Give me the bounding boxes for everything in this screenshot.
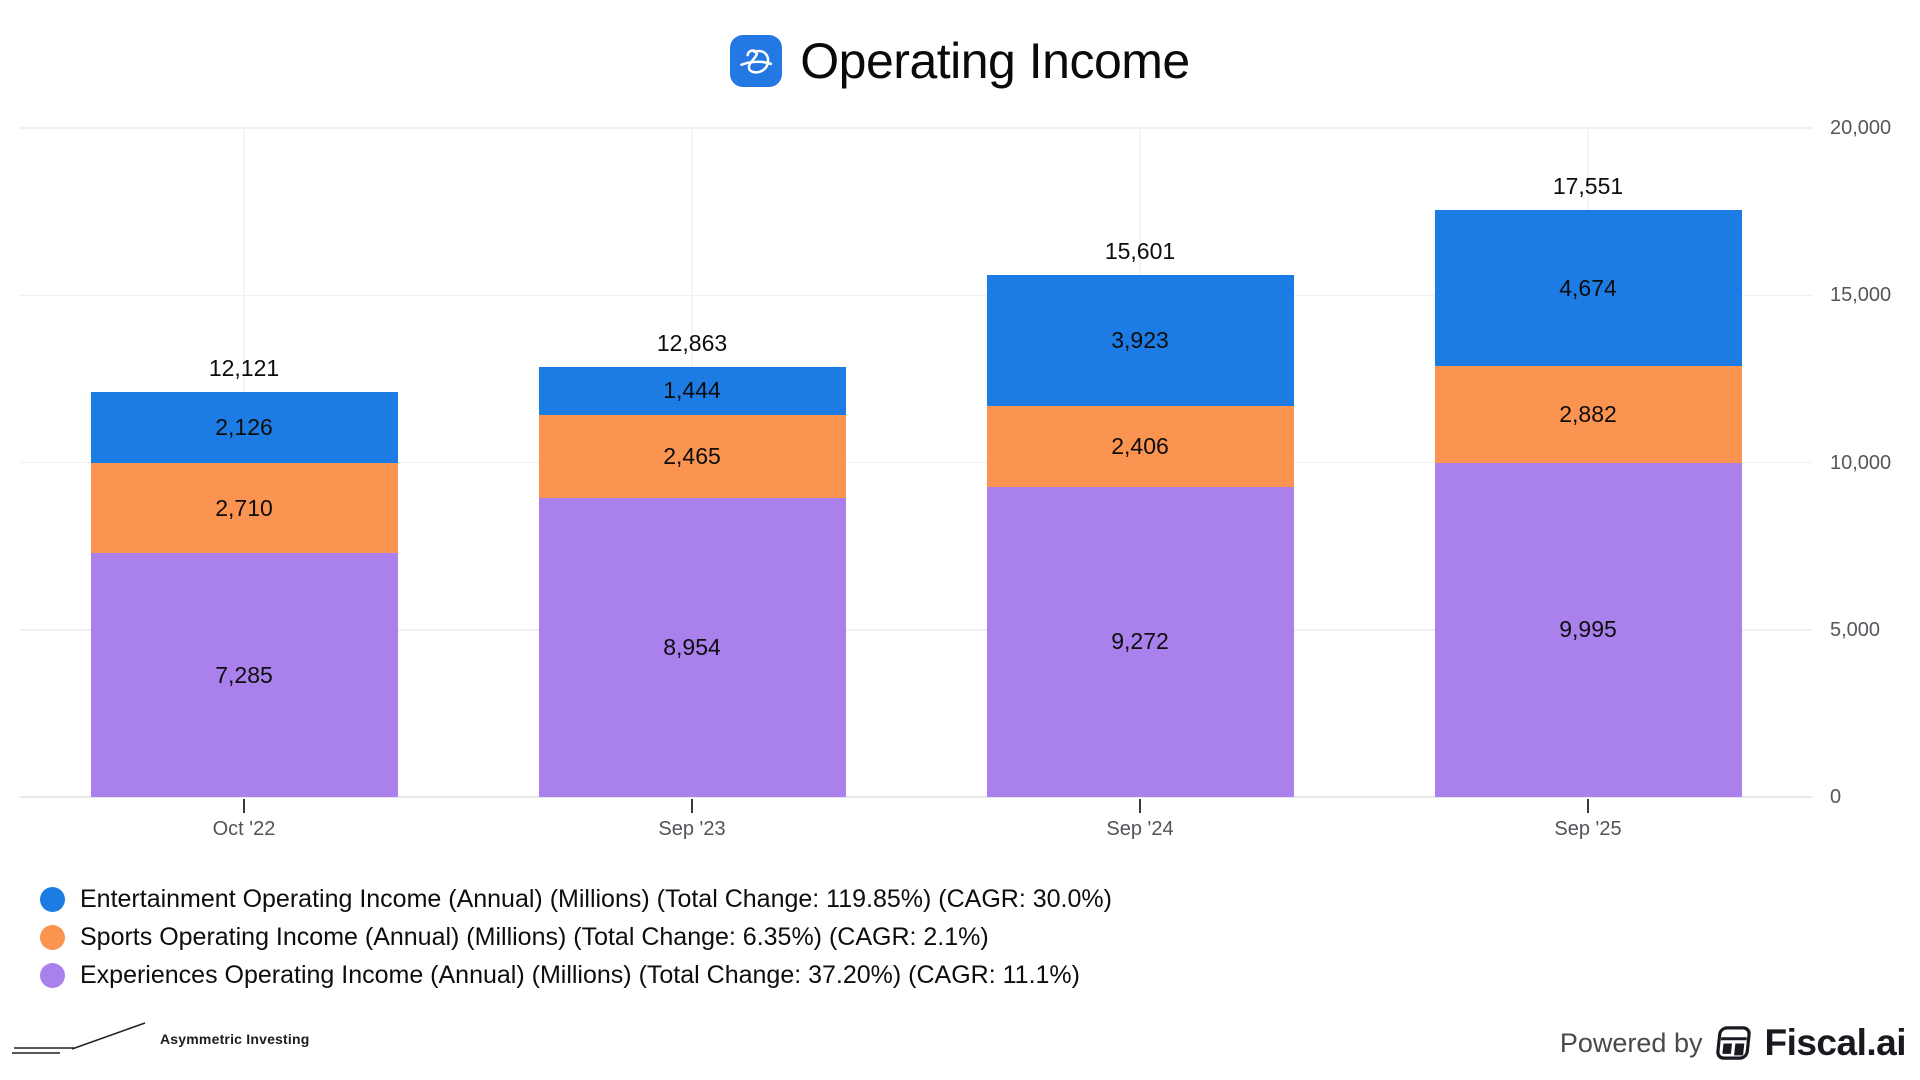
segment-value-label: 8,954 bbox=[663, 633, 721, 660]
segment-value-label: 3,923 bbox=[1111, 327, 1169, 354]
x-axis-label: Oct '22 bbox=[212, 818, 276, 840]
y-axis-tick-label: 15,000 bbox=[1830, 284, 1892, 307]
x-axis-label: Sep '25 bbox=[1554, 818, 1622, 840]
bar-segment-sports[interactable]: 2,465 bbox=[538, 415, 846, 498]
x-axis-line bbox=[20, 796, 1812, 798]
bar-group: 3,923 2,406 9,272 bbox=[986, 275, 1294, 797]
x-axis-tick bbox=[691, 799, 693, 813]
segment-value-label: 2,406 bbox=[1111, 433, 1169, 460]
y-axis-tick-label: 5,000 bbox=[1830, 618, 1881, 641]
legend-item-experiences[interactable]: Experiences Operating Income (Annual) (M… bbox=[40, 956, 1112, 994]
bar-segment-experiences[interactable]: 9,995 bbox=[1434, 462, 1742, 797]
chart-header: Operating Income bbox=[0, 18, 1920, 104]
legend-swatch-icon bbox=[40, 962, 65, 988]
bar-segment-experiences[interactable]: 7,285 bbox=[90, 553, 398, 797]
y-axis-tick-label: 10,000 bbox=[1830, 451, 1892, 474]
bar-segment-sports[interactable]: 2,406 bbox=[986, 406, 1294, 487]
legend-label: Experiences Operating Income (Annual) (M… bbox=[80, 960, 1080, 989]
legend-label: Sports Operating Income (Annual) (Millio… bbox=[80, 922, 989, 951]
disney-logo-icon bbox=[730, 35, 783, 87]
bar-total-label: 12,863 bbox=[656, 329, 728, 356]
bar-segment-experiences[interactable]: 8,954 bbox=[538, 497, 846, 797]
y-axis-tick-label: 20,000 bbox=[1830, 117, 1892, 139]
segment-value-label: 7,285 bbox=[215, 661, 273, 688]
bar-segment-entertainment[interactable]: 1,444 bbox=[538, 366, 846, 415]
horizontal-gridline bbox=[20, 629, 1812, 631]
bar-group: 4,674 2,882 9,995 bbox=[1434, 209, 1742, 797]
legend-swatch-icon bbox=[40, 924, 65, 950]
asymmetric-investing-logo-icon bbox=[12, 1022, 146, 1054]
segment-value-label: 2,465 bbox=[663, 442, 721, 469]
asymmetric-investing-brand: Asymmetric Investing bbox=[12, 1018, 310, 1060]
bar-total-label: 12,121 bbox=[208, 354, 280, 381]
segment-value-label: 4,674 bbox=[1559, 274, 1617, 301]
chart-legend: Entertainment Operating Income (Annual) … bbox=[40, 880, 1112, 994]
bar-segment-sports[interactable]: 2,882 bbox=[1434, 366, 1742, 463]
y-axis-tick-label: 0 bbox=[1830, 786, 1842, 808]
bar-segment-experiences[interactable]: 9,272 bbox=[986, 486, 1294, 797]
x-axis-tick bbox=[1587, 799, 1589, 813]
fiscal-ai-logo-icon bbox=[1716, 1026, 1752, 1060]
legend-label: Entertainment Operating Income (Annual) … bbox=[80, 884, 1112, 913]
x-axis-label: Sep '23 bbox=[658, 818, 726, 840]
segment-value-label: 2,882 bbox=[1559, 400, 1617, 427]
powered-by-fiscal: Powered by Fiscal.ai bbox=[1559, 1022, 1907, 1064]
bar-segment-entertainment[interactable]: 4,674 bbox=[1434, 209, 1742, 367]
page-title: Operating Income bbox=[800, 33, 1190, 89]
segment-value-label: 9,272 bbox=[1111, 628, 1169, 655]
bar-segment-entertainment[interactable]: 3,923 bbox=[986, 275, 1294, 407]
segment-value-label: 9,995 bbox=[1559, 616, 1617, 643]
x-axis-tick bbox=[243, 799, 245, 813]
segment-value-label: 1,444 bbox=[663, 377, 721, 404]
horizontal-gridline bbox=[20, 294, 1812, 296]
bar-segment-entertainment[interactable]: 2,126 bbox=[90, 391, 398, 463]
fiscal-ai-label[interactable]: Fiscal.ai bbox=[1764, 1022, 1906, 1063]
asymmetric-investing-label: Asymmetric Investing bbox=[160, 1031, 310, 1047]
horizontal-gridline bbox=[20, 461, 1812, 464]
segment-value-label: 2,710 bbox=[215, 494, 273, 521]
segment-value-label: 2,126 bbox=[215, 413, 273, 440]
horizontal-gridline bbox=[20, 127, 1812, 129]
bar-group: 1,444 2,465 8,954 bbox=[538, 366, 846, 797]
x-axis-label: Sep '24 bbox=[1106, 818, 1174, 840]
bar-group: 2,126 2,710 7,285 bbox=[90, 391, 398, 797]
legend-item-sports[interactable]: Sports Operating Income (Annual) (Millio… bbox=[40, 918, 1112, 956]
legend-swatch-icon bbox=[40, 886, 65, 912]
bar-total-label: 17,551 bbox=[1552, 172, 1624, 199]
powered-by-label: Powered by bbox=[1559, 1027, 1703, 1058]
bar-segment-sports[interactable]: 2,710 bbox=[90, 462, 398, 554]
bar-total-label: 15,601 bbox=[1104, 238, 1176, 265]
legend-item-entertainment[interactable]: Entertainment Operating Income (Annual) … bbox=[40, 880, 1112, 918]
x-axis-tick bbox=[1139, 799, 1141, 813]
